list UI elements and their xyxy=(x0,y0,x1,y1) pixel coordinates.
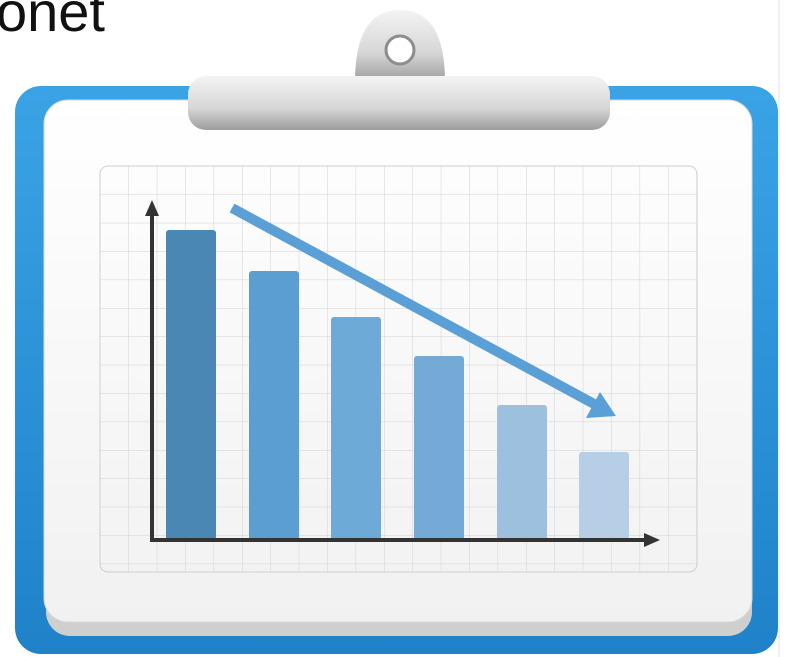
heading-text: onet xyxy=(0,0,105,43)
bar xyxy=(579,452,629,540)
bar xyxy=(414,356,464,540)
bar xyxy=(331,317,381,540)
clip-hole xyxy=(384,34,416,66)
bar xyxy=(249,271,299,540)
trend-arrow-head xyxy=(586,392,616,418)
trend-arrow xyxy=(229,203,599,410)
bar xyxy=(497,405,547,540)
y-axis-arrow xyxy=(145,200,159,216)
x-axis-arrow xyxy=(644,533,660,547)
bar xyxy=(166,230,216,540)
clip xyxy=(188,76,610,130)
